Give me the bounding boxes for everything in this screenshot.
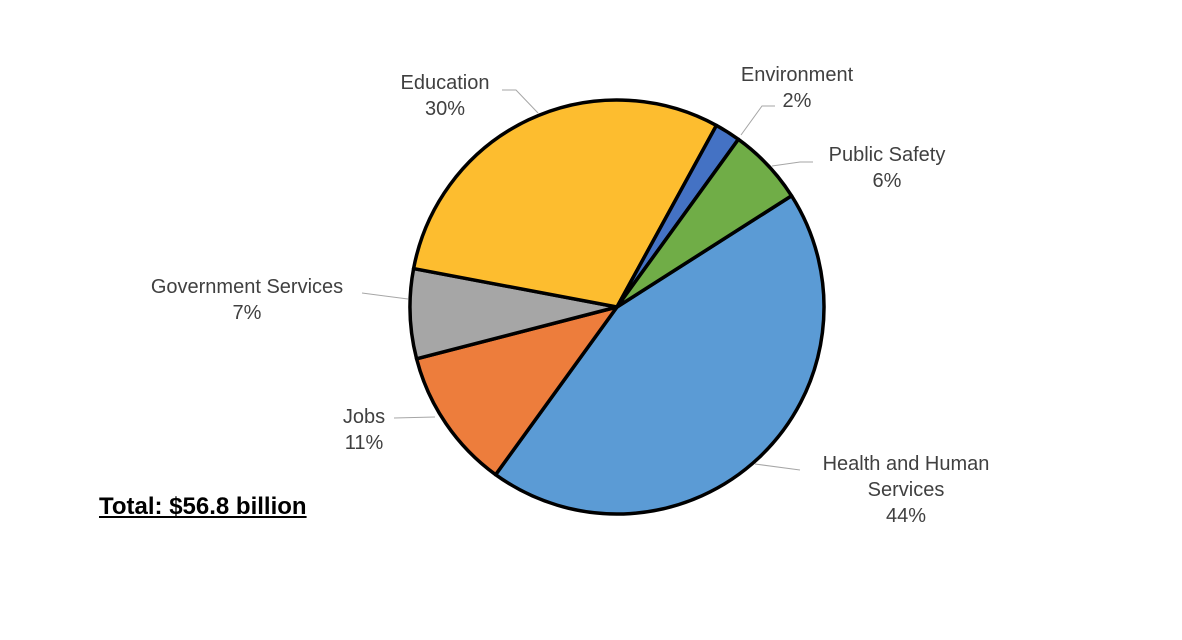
leader-line-environment xyxy=(740,105,775,136)
label-jobs: Jobs 11% xyxy=(343,406,385,454)
slice-education xyxy=(411,98,719,309)
slice-public-safety xyxy=(615,137,794,309)
slice-jobs xyxy=(414,305,619,477)
leader-line-jobs xyxy=(393,416,436,419)
label-public-safety: Public Safety 6% xyxy=(829,144,946,192)
leader-line-public-safety xyxy=(771,161,813,167)
leader-line-government-services xyxy=(361,292,409,300)
pie-slices xyxy=(408,98,826,516)
leader-line-health-and-human-services xyxy=(754,463,801,471)
label-health-and-human-services: Health and Human Services 44% xyxy=(823,453,990,527)
label-education: Education 30% xyxy=(401,72,490,120)
leader-lines xyxy=(361,89,813,471)
slice-health-and-human-services xyxy=(493,194,826,516)
leader-line-education xyxy=(502,89,539,114)
total-label: Total: $56.8 billion xyxy=(99,493,307,520)
label-government-services: Government Services 7% xyxy=(151,276,343,324)
slice-labels: Health and Human Services 44% Jobs 11% Govern… xyxy=(151,64,990,527)
label-environment: Environment 2% xyxy=(741,64,854,112)
